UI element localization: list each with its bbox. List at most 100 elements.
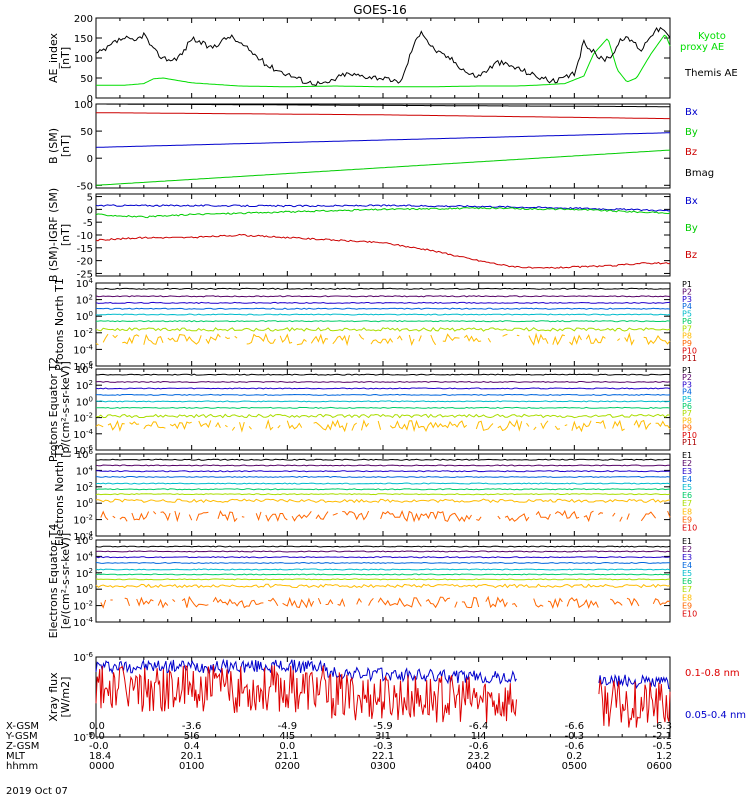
bigrf-legend-2: Bz — [685, 250, 697, 261]
panel-bigrf: -25-20 -15 -10 -5 05 B (SM)-IGRF (SM)[nT] Bx By… — [47, 188, 698, 282]
protons_t2-legend-p10: P10 — [682, 431, 697, 440]
bigrf-series-by — [95, 206, 671, 219]
figure-title: GOES-16 — [353, 3, 407, 17]
protons_t1-legend-p1: P1 — [682, 280, 692, 289]
protons_t1-channel-5 — [95, 320, 671, 323]
protons_t2-legend-p6: P6 — [682, 402, 692, 411]
ae-ylabel: AE_index[nT] — [47, 32, 72, 83]
ephemeris-value: 5.6 — [183, 731, 200, 742]
electrons_t3-legend-e10: E10 — [682, 523, 697, 532]
ephemeris-value: -4.9 — [277, 721, 298, 732]
ephemeris-value: 1.4 — [470, 731, 487, 742]
protons_t2-ylabel: Protons Equator T2[p/(cm²-s-sr-keV)] — [47, 357, 72, 462]
electrons_t3-legend-e3: E3 — [682, 467, 692, 476]
electrons_t3-channel-2 — [95, 470, 671, 473]
bsm-legend-2: Bz — [685, 147, 697, 158]
electrons_t4-channel-8 — [100, 595, 671, 610]
xray-ytick-label: 10-9 — [73, 731, 93, 744]
electrons_t4-channel-1 — [95, 550, 671, 553]
bsm-ytick-label: 100 — [74, 100, 93, 111]
bsm-ylabel: B (SM)[nT] — [47, 128, 72, 164]
ephemeris-value: 3.1 — [375, 731, 391, 742]
ephemeris-value: 0.0 — [279, 741, 296, 752]
electrons_t4-ytick-label: 100 — [76, 583, 93, 596]
ae-frame — [95, 17, 671, 99]
protons_t1-legend-p8: P8 — [682, 332, 692, 341]
bsm-legend-3: Bmag — [685, 168, 714, 179]
protons_t1-legend-p2: P2 — [682, 287, 692, 296]
ephemeris-value: 22.1 — [371, 751, 395, 762]
protons_t1-legend-p9: P9 — [682, 339, 692, 348]
ephemeris-value: -6.3 — [652, 721, 672, 732]
ae-ytick-label: 150 — [74, 34, 93, 45]
xray-ytick-label: 10-6 — [73, 651, 93, 664]
panel-electrons_t3: 106 104 102 100 10-2 10-4 Electrons North T3 E1… — [53, 444, 697, 546]
xray-legend-1: 0.05-0.4 nm — [685, 710, 746, 721]
ephemeris-value: 23.2 — [467, 751, 490, 762]
bsm-series-by — [95, 149, 671, 186]
protons_t1-channel-4 — [95, 313, 671, 316]
xray-legend-0: 0.1-0.8 nm — [685, 668, 740, 679]
electrons_t4-ylabel: Electrons Equator T4[e/(cm²-s-sr-keV)] — [47, 524, 72, 639]
bigrf-ytick-label: -10 — [77, 231, 93, 242]
protons_t1-ytick-label: 10-2 — [73, 327, 93, 340]
electrons_t4-legend-e6: E6 — [682, 577, 692, 586]
protons_t2-legend-p1: P1 — [682, 366, 692, 375]
ephemeris-value: 0100 — [178, 761, 205, 772]
ephemeris-label-hhmm: hhmm — [6, 761, 39, 772]
protons_t1-legend-p7: P7 — [682, 324, 692, 333]
protons_t1-channel-6 — [95, 327, 671, 332]
ephemeris-value: -0.6 — [468, 741, 489, 752]
bigrf-series-bz — [95, 233, 670, 269]
electrons_t3-channel-0 — [96, 458, 670, 461]
electrons_t3-channel-1 — [95, 464, 670, 467]
electrons_t3-channel-5 — [95, 488, 671, 491]
electrons_t3-channel-3 — [95, 475, 671, 479]
electrons_t4-channel-2 — [95, 556, 671, 559]
protons_t2-ytick-label: 100 — [76, 395, 93, 408]
ephemeris-value: 0500 — [561, 761, 588, 772]
ephemeris-value: 0600 — [646, 761, 672, 772]
protons_t1-ytick-label: 100 — [76, 310, 93, 323]
protons_t1-channel-2 — [95, 301, 671, 304]
electrons_t3-ytick-label: 104 — [76, 464, 94, 477]
ephemeris-value: -3.6 — [181, 721, 202, 732]
electrons_t4-ytick-label: 10-4 — [73, 616, 93, 629]
ephemeris-value: -2.1 — [652, 731, 672, 742]
protons_t2-channel-0 — [96, 373, 671, 376]
protons_t2-ytick-label: 10-6 — [73, 444, 93, 457]
protons_t2-legend-p2: P2 — [682, 373, 692, 382]
ephemeris-value: 21.1 — [276, 751, 299, 762]
protons_t2-ytick-label: 10-4 — [73, 428, 93, 441]
ephemeris-value: 18.4 — [89, 751, 112, 762]
protons_t1-legend-p3: P3 — [682, 295, 692, 304]
ephemeris-value: 0200 — [274, 761, 301, 772]
electrons_t3-channel-6 — [95, 493, 671, 496]
ephemeris-value: 4.5 — [279, 731, 296, 742]
ephemeris-value: 0.0 — [89, 731, 105, 742]
electrons_t3-ytick-label: 102 — [76, 481, 93, 494]
ephemeris-value: -6.6 — [564, 721, 585, 732]
ephemeris-value: 0.4 — [183, 741, 200, 752]
ephemeris-value: -0.0 — [89, 741, 109, 752]
bigrf-ytick-label: -25 — [77, 269, 93, 280]
electrons_t3-legend-e9: E9 — [682, 515, 692, 524]
protons_t2-channel-6 — [95, 413, 671, 419]
electrons_t4-channel-4 — [95, 568, 671, 571]
bsm-legend-1: By — [685, 127, 698, 138]
ephemeris-value: -0.5 — [652, 741, 672, 752]
electrons_t3-ytick-label: 100 — [76, 497, 93, 510]
electrons_t3-legend-e4: E4 — [682, 475, 692, 484]
protons_t2-channel-1 — [95, 380, 671, 383]
electrons_t3-legend-e2: E2 — [682, 459, 692, 468]
protons_t2-ytick-label: 104 — [76, 363, 94, 376]
protons_t2-channel-2 — [95, 387, 671, 390]
electrons_t3-ytick-label: 106 — [76, 448, 94, 461]
electrons_t4-legend-e8: E8 — [682, 593, 692, 602]
ephemeris-value: -0.3 — [373, 741, 393, 752]
